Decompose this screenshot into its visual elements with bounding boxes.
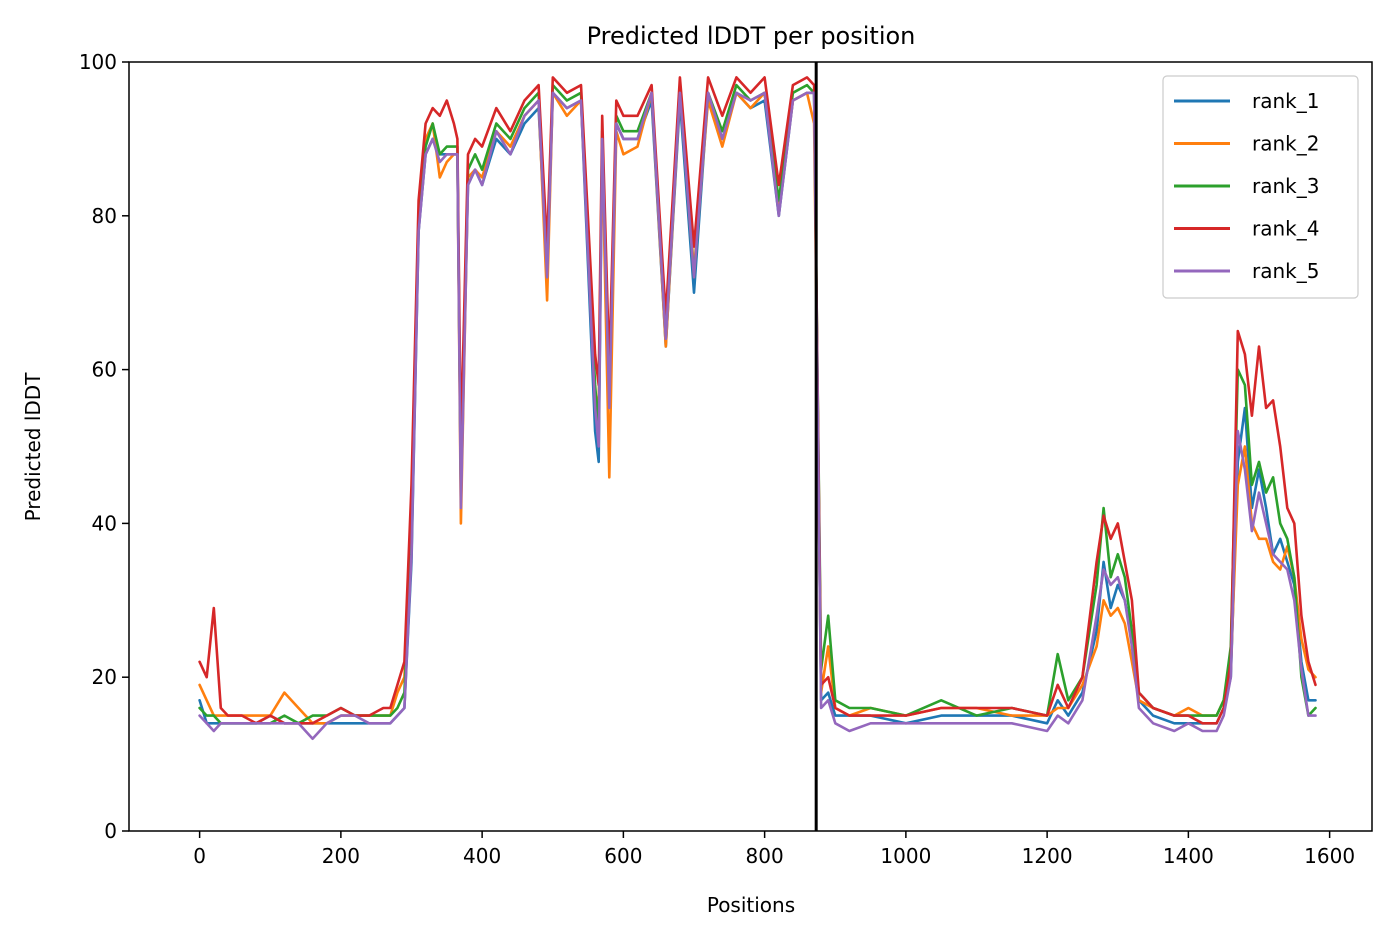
plot-frame (128, 61, 1373, 832)
chart-title: Predicted lDDT per position (587, 22, 916, 50)
x-axis-label: Positions (707, 893, 795, 917)
legend: rank_1 rank_2 rank_3 rank_4 rank_5 (1162, 75, 1359, 299)
legend-items: rank_1 rank_2 rank_3 rank_4 rank_5 (1174, 89, 1319, 283)
x-tick-label: 0 (193, 844, 206, 868)
series-line-rank-5 (198, 91, 1317, 741)
y-tick-label: 100 (79, 50, 117, 74)
x-tick-label: 1600 (1304, 844, 1355, 868)
x-tick-label: 1400 (1163, 844, 1214, 868)
x-tick-label: 1200 (1022, 844, 1073, 868)
legend-label-rank-4: rank_4 (1252, 217, 1319, 241)
y-axis-label: Predicted lDDT (21, 372, 45, 522)
y-axis: 0 20 40 60 80 100 (79, 50, 129, 843)
x-tick-label: 1000 (880, 844, 931, 868)
legend-label-rank-5: rank_5 (1252, 259, 1319, 283)
legend-label-rank-3: rank_3 (1252, 174, 1319, 198)
y-tick-label: 20 (92, 665, 117, 689)
legend-label-rank-2: rank_2 (1252, 132, 1319, 156)
x-axis: 0 200 400 600 800 1000 1200 1400 1600 (193, 831, 1355, 868)
legend-label-rank-1: rank_1 (1252, 89, 1319, 113)
y-tick-label: 0 (104, 819, 117, 843)
y-tick-label: 60 (92, 358, 117, 382)
series-line-rank-4 (198, 76, 1317, 725)
x-tick-label: 200 (322, 844, 360, 868)
x-tick-label: 400 (463, 844, 501, 868)
y-tick-label: 80 (92, 204, 117, 228)
x-tick-label: 800 (746, 844, 784, 868)
y-tick-label: 40 (92, 511, 117, 535)
x-tick-label: 600 (604, 844, 642, 868)
legend-box (1162, 75, 1359, 299)
plot-lines (198, 76, 1317, 741)
